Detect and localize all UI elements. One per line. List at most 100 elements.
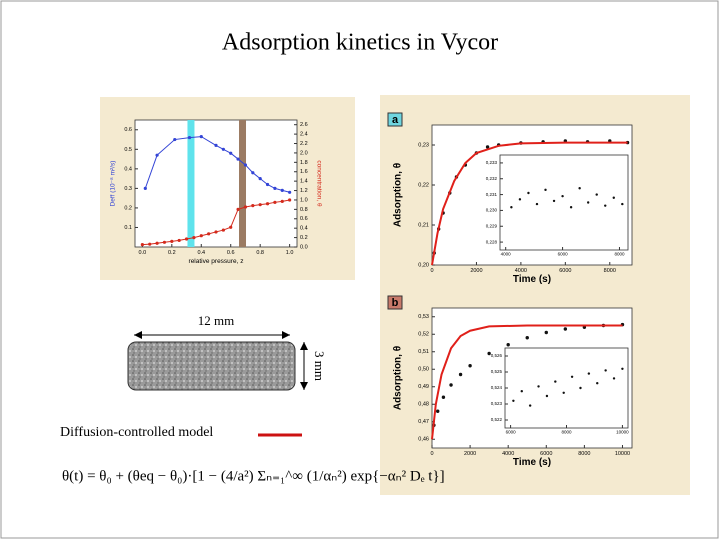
highlight-band <box>239 120 247 247</box>
diameter-label: 3 mm <box>312 351 327 381</box>
y-tick-label: 0,23 <box>418 142 429 148</box>
data-point <box>537 385 540 388</box>
y-axis-label: Adsorption, θ <box>393 163 404 227</box>
data-point <box>258 177 262 181</box>
data-point <box>177 238 181 243</box>
y2-tick-label: 0.6 <box>300 216 308 222</box>
data-point <box>520 390 523 393</box>
series-line <box>431 324 623 440</box>
data-point <box>251 204 255 208</box>
y2-tick-label: 1.4 <box>300 179 308 185</box>
x-tick-label: 0 <box>430 268 433 274</box>
y-tick-label: 0,50 <box>418 367 429 373</box>
data-point <box>143 186 147 190</box>
data-point <box>148 242 152 246</box>
model-equation: θ(t) = θ₀ + (θeq − θ₀)·[1 − (4/a²) Σₙ₌₁^… <box>62 468 445 484</box>
y-tick-label: 0,522 <box>491 417 503 422</box>
data-point <box>621 202 624 206</box>
y-tick-label: 0,52 <box>418 332 429 338</box>
data-point <box>563 327 568 331</box>
data-point <box>273 186 277 190</box>
x-tick-label: 6000 <box>558 252 569 257</box>
data-point <box>229 151 233 155</box>
y-tick-label: 0,22 <box>418 182 429 188</box>
data-point <box>544 330 548 335</box>
data-point <box>506 343 510 347</box>
data-point <box>535 202 539 206</box>
y-tick-label: 0.6 <box>124 127 132 133</box>
data-point <box>251 171 255 175</box>
x-axis-label: relative pressure, z <box>189 258 244 265</box>
y2-tick-label: 2.0 <box>300 150 308 156</box>
series-line <box>431 141 628 266</box>
y2-tick-label: 0.8 <box>300 207 308 213</box>
data-point <box>199 135 203 139</box>
x-tick-label: 6000 <box>540 451 552 457</box>
data-point <box>596 382 599 385</box>
panel-label: b <box>392 297 399 309</box>
data-point <box>544 188 547 192</box>
data-point <box>545 394 549 398</box>
data-point <box>288 190 292 194</box>
data-point <box>243 205 248 209</box>
data-point <box>510 206 513 209</box>
y-tick-label: 0,526 <box>491 353 503 358</box>
data-point <box>525 336 529 340</box>
data-point <box>579 386 582 390</box>
highlight-band <box>187 120 195 247</box>
y-tick-label: 0,523 <box>491 401 503 406</box>
y-tick-label: 0,53 <box>418 314 429 320</box>
data-point <box>587 372 591 375</box>
x-tick-label: 0.4 <box>197 250 205 256</box>
y-tick-label: 0,525 <box>491 369 503 374</box>
data-point <box>554 380 557 383</box>
x-tick-label: 0 <box>430 451 433 457</box>
y-tick-label: 0,230 <box>486 208 498 213</box>
data-point <box>173 137 177 142</box>
y2-tick-label: 2.2 <box>300 141 308 147</box>
x-tick-label: 2000 <box>464 451 476 457</box>
data-point <box>192 235 196 240</box>
y-tick-label: 0,524 <box>491 385 503 390</box>
x-tick-label: 4000 <box>502 451 514 457</box>
data-point <box>518 198 522 201</box>
data-point <box>162 240 167 244</box>
data-point <box>265 182 270 187</box>
data-point <box>527 191 530 195</box>
data-point <box>258 203 262 207</box>
data-point <box>155 241 159 245</box>
x-tick-label: 4000 <box>515 268 527 274</box>
data-point <box>221 228 225 232</box>
y2-tick-label: 1.8 <box>300 160 308 166</box>
x-tick-label: 8000 <box>578 451 590 457</box>
x-axis-label: Time (s) <box>513 457 551 468</box>
y-tick-label: 0,48 <box>418 402 429 408</box>
data-point <box>449 383 453 387</box>
slide-title: Adsorption kinetics in Vycor <box>222 30 498 56</box>
panel-tag <box>387 112 403 127</box>
data-point <box>604 204 607 207</box>
data-point <box>570 375 574 378</box>
data-point <box>236 207 240 211</box>
data-point <box>199 234 203 238</box>
y-tick-label: 0.2 <box>124 205 132 211</box>
data-point <box>621 367 624 370</box>
data-point <box>569 206 573 209</box>
plot-area <box>134 119 298 248</box>
x-tick-label: 8000 <box>604 268 616 274</box>
series-line <box>144 136 290 193</box>
data-point <box>229 225 233 229</box>
data-point <box>214 230 218 234</box>
data-point <box>487 351 491 356</box>
plot-area <box>504 347 629 429</box>
length-label: 12 mm <box>198 313 234 328</box>
y-tick-label: 0,51 <box>418 349 429 355</box>
y-tick-label: 0,233 <box>486 160 498 165</box>
data-point <box>280 199 284 203</box>
data-point <box>236 157 240 161</box>
data-point <box>207 232 211 236</box>
data-point <box>468 364 472 368</box>
x-tick-label: 2000 <box>470 268 482 274</box>
data-point <box>288 198 292 202</box>
data-point <box>552 199 556 203</box>
